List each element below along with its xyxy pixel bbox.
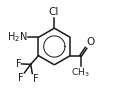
- Text: Cl: Cl: [48, 7, 59, 17]
- Text: O: O: [86, 37, 94, 47]
- Text: F: F: [18, 73, 24, 83]
- Text: F: F: [15, 59, 21, 69]
- Text: F: F: [32, 74, 38, 84]
- Text: H$_2$N: H$_2$N: [7, 30, 27, 44]
- Text: CH$_3$: CH$_3$: [71, 66, 89, 79]
